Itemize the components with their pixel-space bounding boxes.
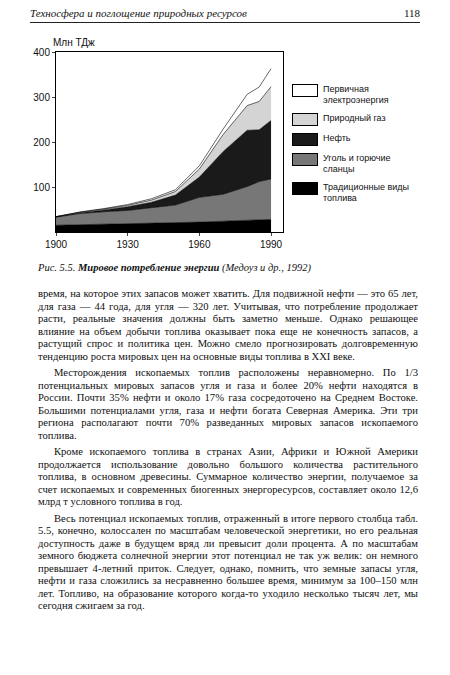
- html-text:Кроме ископаемого топлива в ст: Кроме ископаемого топлива в странах Азии…: [38, 446, 418, 507]
- html-text:Нефть: Нефть: [323, 133, 351, 143]
- svg-text:300: 300: [33, 92, 50, 103]
- html-text:Рис. 5.5. Мировое потребление: Рис. 5.5. Мировое потребление энергии (М…: [38, 262, 311, 273]
- html-text:время, на которое этих запасов: время, на которое этих запасов может хва…: [38, 288, 418, 362]
- html-text:Традиционные виды топлива: Традиционные виды топлива: [323, 182, 409, 203]
- html-text:Весь потенциал ископаемых топл: Весь потенциал ископаемых топлив, отраже…: [38, 512, 418, 611]
- html-text:Уголь и горючие сланцы: Уголь и горючие сланцы: [323, 153, 391, 174]
- svg-text:1960: 1960: [188, 239, 211, 250]
- html-text:Месторождения ископаемых топли: Месторождения ископаемых топлив располож…: [38, 367, 418, 441]
- html-text:Техносфера и поглощение природ: Техносфера и поглощение природных ресурс…: [30, 7, 247, 19]
- svg-text:Млн ТДж: Млн ТДж: [53, 37, 95, 48]
- svg-text:100: 100: [33, 182, 50, 193]
- html-text:118: 118: [403, 7, 420, 19]
- svg-text:200: 200: [33, 137, 50, 148]
- html-text:Первичная электроэнергия: Первичная электроэнергия: [323, 84, 389, 105]
- svg-text:1990: 1990: [260, 239, 283, 250]
- svg-text:1900: 1900: [45, 239, 68, 250]
- svg-text:400: 400: [33, 47, 50, 58]
- html-text:Природный газ: Природный газ: [323, 113, 386, 123]
- svg-text:1930: 1930: [117, 239, 140, 250]
